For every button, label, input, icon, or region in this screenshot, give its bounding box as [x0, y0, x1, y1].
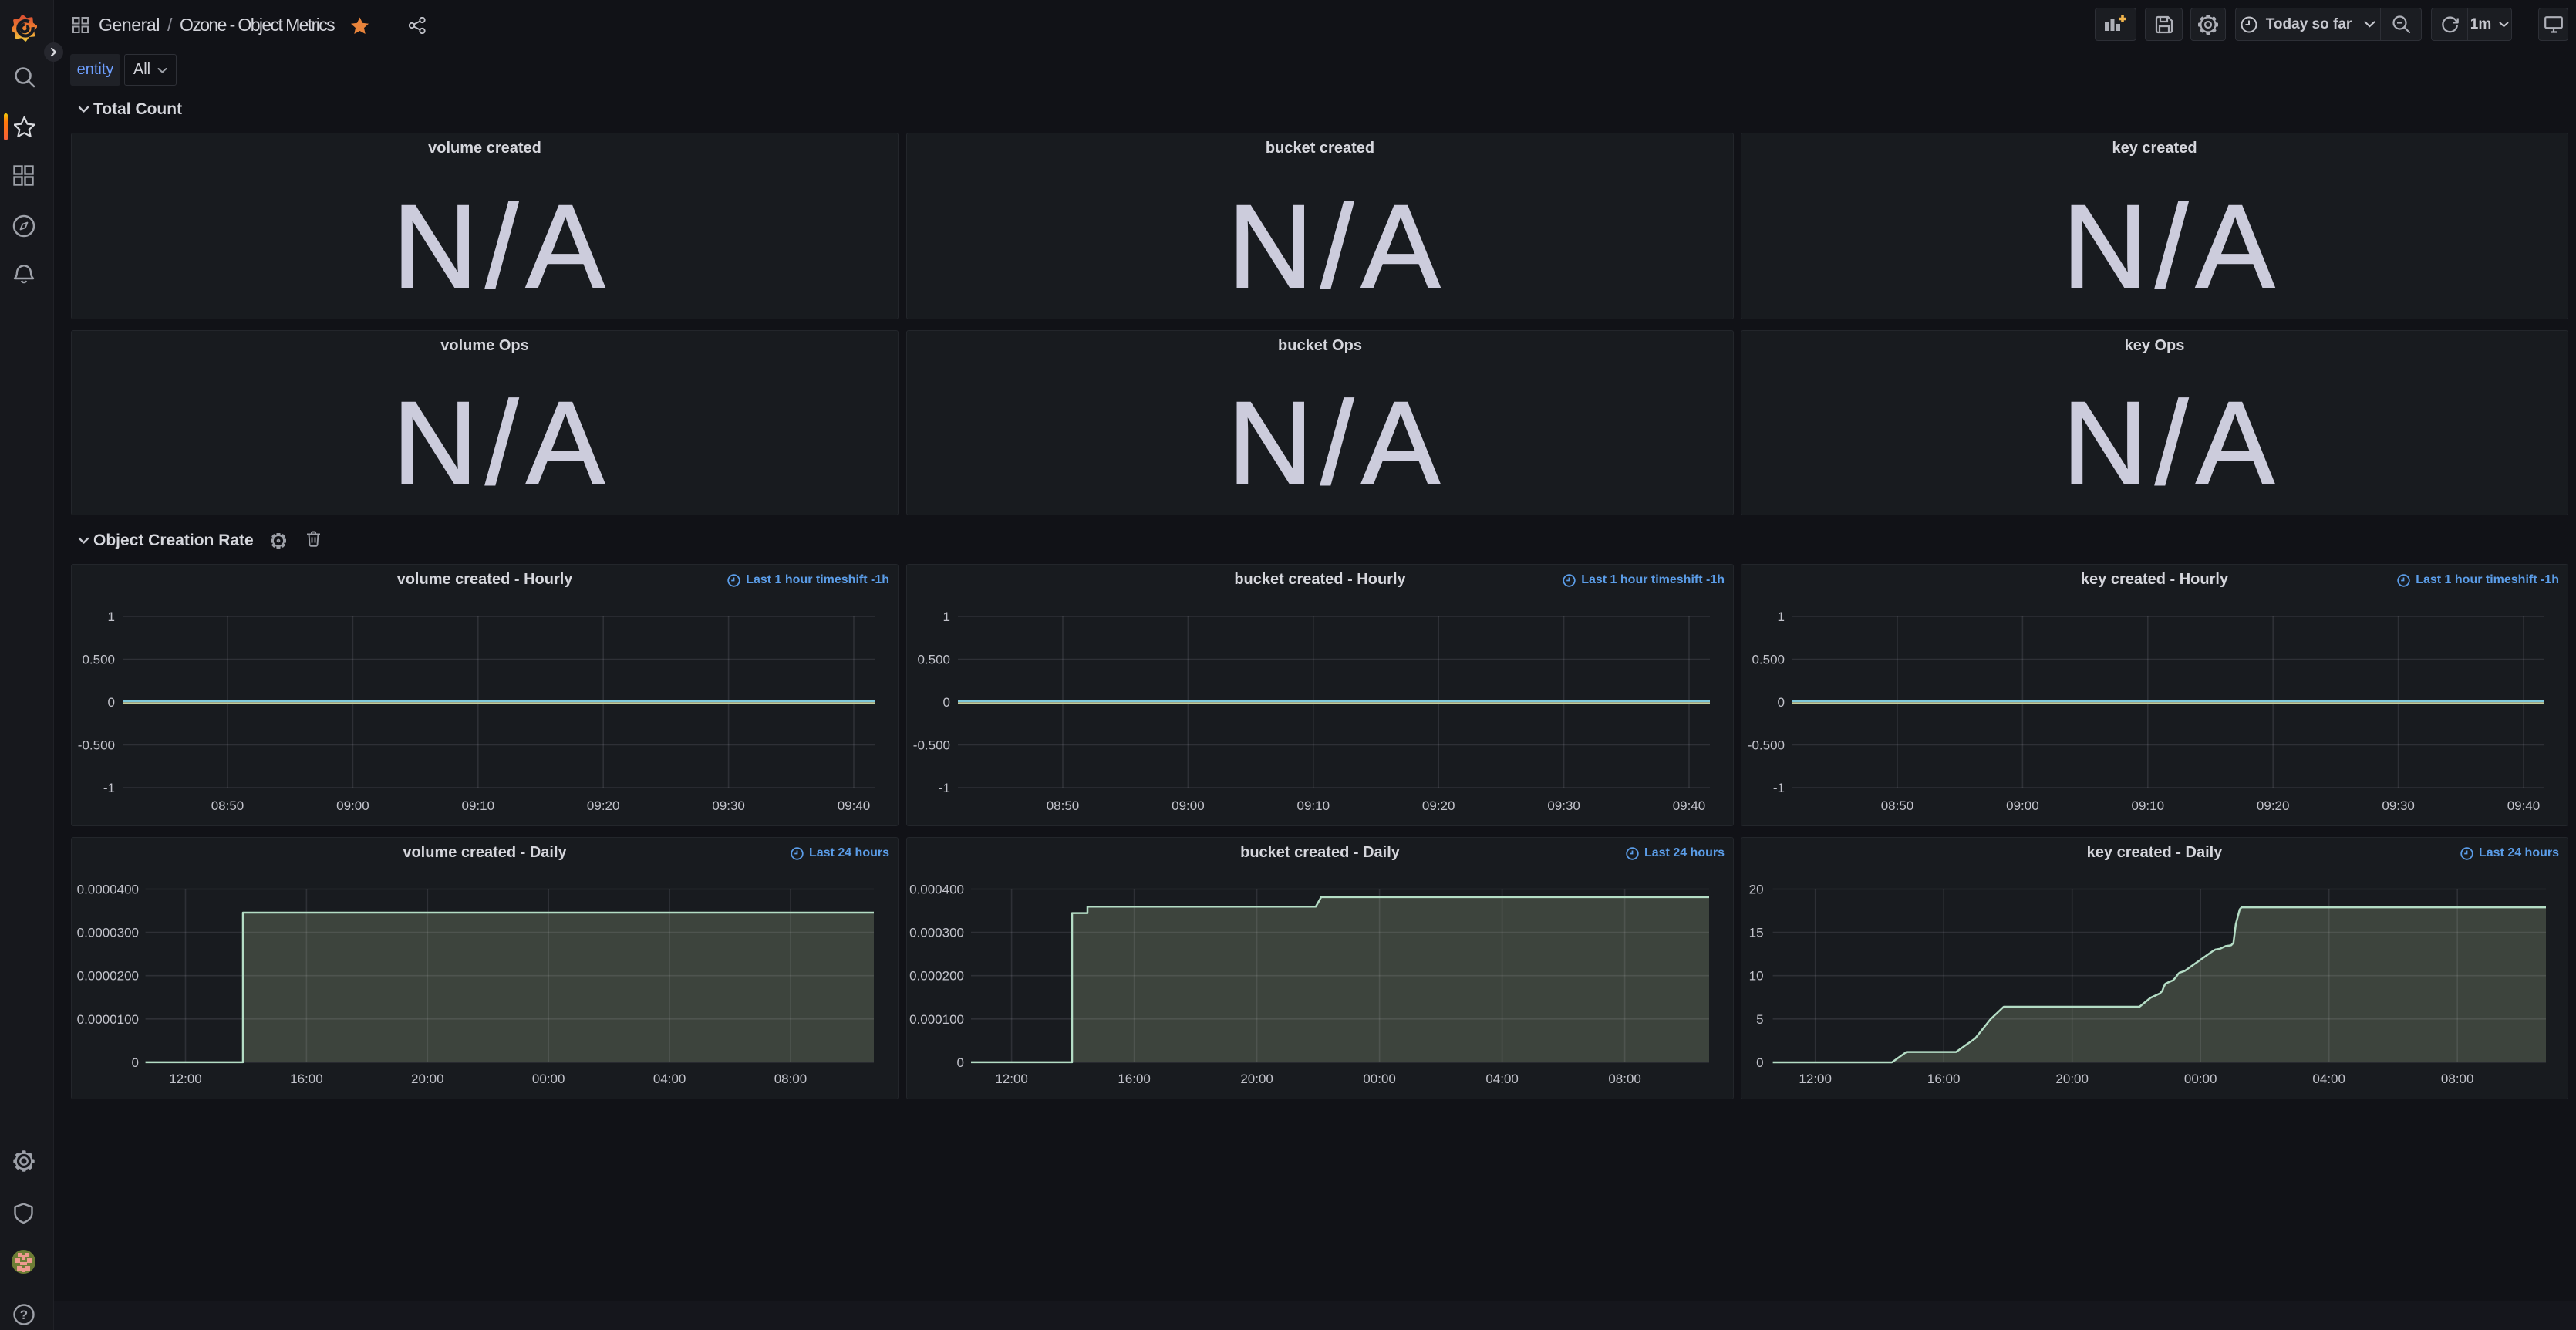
svg-text:1: 1 [943, 609, 950, 624]
svg-text:0.0000300: 0.0000300 [77, 926, 139, 940]
svg-text:10: 10 [1749, 969, 1764, 984]
svg-text:09:10: 09:10 [462, 798, 495, 813]
svg-text:-0.500: -0.500 [1748, 738, 1785, 753]
svg-text:00:00: 00:00 [532, 1072, 565, 1086]
svg-text:09:20: 09:20 [587, 798, 620, 813]
svg-text:00:00: 00:00 [2184, 1072, 2217, 1086]
svg-text:0.500: 0.500 [917, 653, 950, 667]
svg-text:0.500: 0.500 [1752, 653, 1785, 667]
svg-text:-1: -1 [939, 781, 950, 795]
svg-text:0: 0 [957, 1055, 964, 1070]
svg-text:?: ? [20, 1308, 28, 1322]
svg-text:-0.500: -0.500 [78, 738, 115, 753]
svg-text:15: 15 [1749, 926, 1764, 940]
svg-text:09:00: 09:00 [1172, 798, 1205, 813]
svg-text:-1: -1 [103, 781, 115, 795]
svg-text:5: 5 [1756, 1012, 1763, 1027]
svg-text:09:30: 09:30 [2382, 798, 2415, 813]
svg-text:09:30: 09:30 [1547, 798, 1580, 813]
svg-text:0.0000200: 0.0000200 [77, 969, 139, 984]
svg-text:20:00: 20:00 [2055, 1072, 2089, 1086]
svg-text:0.0000100: 0.0000100 [77, 1012, 139, 1027]
svg-text:0.000300: 0.000300 [909, 926, 964, 940]
svg-text:09:10: 09:10 [1297, 798, 1330, 813]
svg-text:08:50: 08:50 [211, 798, 244, 813]
svg-text:09:00: 09:00 [2006, 798, 2039, 813]
svg-text:09:40: 09:40 [2507, 798, 2541, 813]
svg-text:09:00: 09:00 [336, 798, 369, 813]
svg-text:0.000200: 0.000200 [909, 969, 964, 984]
svg-text:16:00: 16:00 [290, 1072, 323, 1086]
svg-text:12:00: 12:00 [169, 1072, 202, 1086]
svg-text:20:00: 20:00 [1240, 1072, 1273, 1086]
svg-text:0: 0 [943, 695, 950, 710]
svg-text:12:00: 12:00 [1799, 1072, 1832, 1086]
svg-text:08:00: 08:00 [774, 1072, 808, 1086]
svg-text:-1: -1 [1773, 781, 1785, 795]
svg-text:0.0000400: 0.0000400 [77, 883, 139, 897]
svg-text:09:20: 09:20 [2257, 798, 2290, 813]
svg-text:20: 20 [1749, 883, 1764, 897]
svg-text:0: 0 [108, 695, 115, 710]
svg-text:09:20: 09:20 [1422, 798, 1455, 813]
svg-text:0.000100: 0.000100 [909, 1012, 964, 1027]
svg-text:0: 0 [132, 1055, 139, 1070]
svg-text:0.500: 0.500 [82, 653, 115, 667]
svg-text:09:40: 09:40 [838, 798, 871, 813]
svg-text:16:00: 16:00 [1118, 1072, 1151, 1086]
svg-text:09:30: 09:30 [712, 798, 745, 813]
svg-text:16:00: 16:00 [1927, 1072, 1961, 1086]
svg-text:00:00: 00:00 [1363, 1072, 1396, 1086]
svg-text:04:00: 04:00 [1485, 1072, 1519, 1086]
svg-text:09:10: 09:10 [2132, 798, 2165, 813]
svg-text:04:00: 04:00 [2312, 1072, 2345, 1086]
svg-text:1: 1 [1778, 609, 1785, 624]
svg-text:1: 1 [108, 609, 115, 624]
svg-text:09:40: 09:40 [1673, 798, 1706, 813]
svg-text:12:00: 12:00 [995, 1072, 1028, 1086]
svg-text:08:00: 08:00 [2441, 1072, 2474, 1086]
svg-text:08:00: 08:00 [1608, 1072, 1641, 1086]
svg-text:20:00: 20:00 [411, 1072, 444, 1086]
svg-text:04:00: 04:00 [653, 1072, 686, 1086]
svg-text:0.000400: 0.000400 [909, 883, 964, 897]
svg-text:08:50: 08:50 [1881, 798, 1914, 813]
svg-text:0: 0 [1778, 695, 1785, 710]
svg-text:0: 0 [1756, 1055, 1763, 1070]
svg-text:08:50: 08:50 [1047, 798, 1080, 813]
svg-text:-0.500: -0.500 [913, 738, 950, 753]
